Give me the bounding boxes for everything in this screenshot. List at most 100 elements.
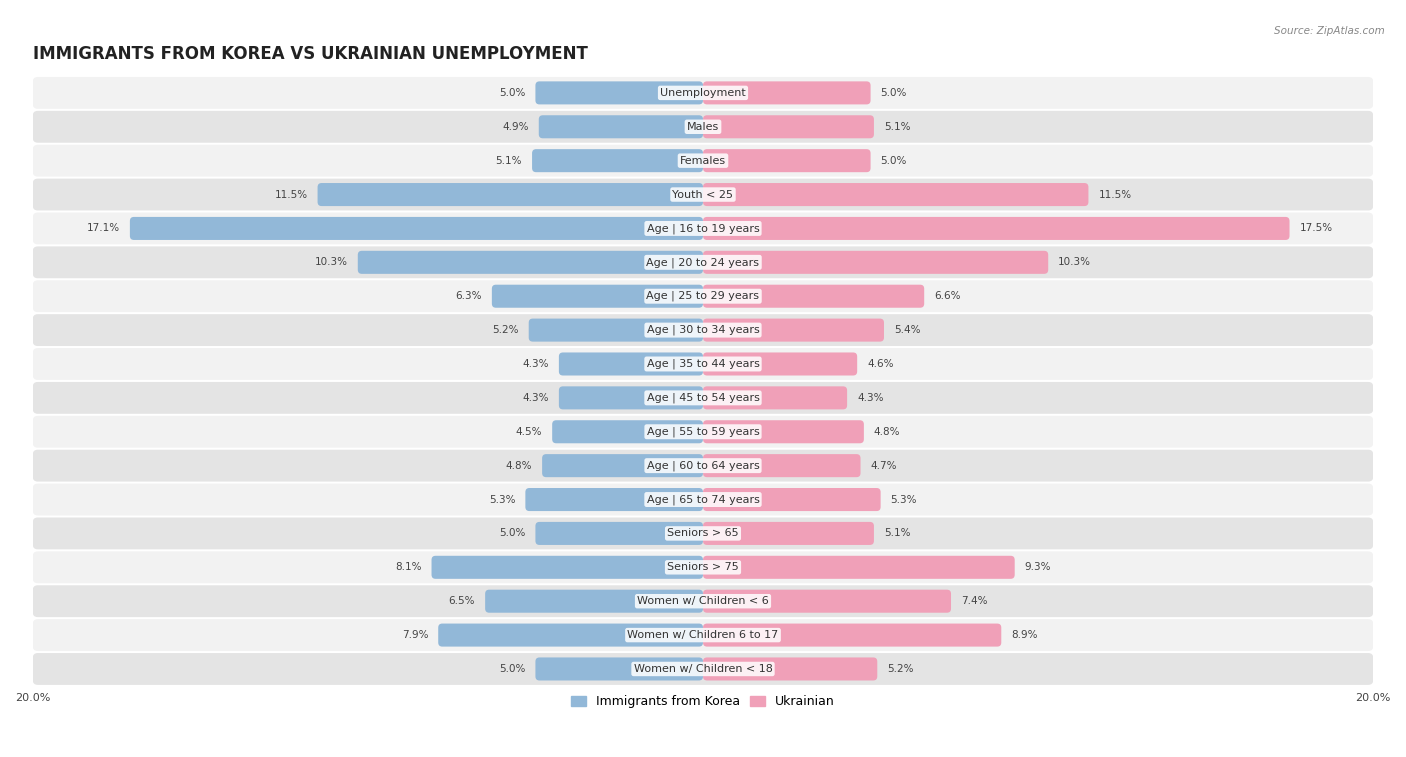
Text: Age | 25 to 29 years: Age | 25 to 29 years (647, 291, 759, 301)
FancyBboxPatch shape (492, 285, 703, 308)
FancyBboxPatch shape (703, 488, 880, 511)
Text: 4.5%: 4.5% (516, 427, 543, 437)
Text: Source: ZipAtlas.com: Source: ZipAtlas.com (1274, 26, 1385, 36)
Text: 5.2%: 5.2% (887, 664, 914, 674)
FancyBboxPatch shape (703, 353, 858, 375)
FancyBboxPatch shape (703, 183, 1088, 206)
FancyBboxPatch shape (32, 111, 1374, 143)
FancyBboxPatch shape (536, 81, 703, 104)
Text: 8.1%: 8.1% (395, 562, 422, 572)
Text: IMMIGRANTS FROM KOREA VS UKRAINIAN UNEMPLOYMENT: IMMIGRANTS FROM KOREA VS UKRAINIAN UNEMP… (32, 45, 588, 64)
FancyBboxPatch shape (703, 454, 860, 477)
FancyBboxPatch shape (703, 251, 1049, 274)
Text: 6.6%: 6.6% (934, 291, 960, 301)
FancyBboxPatch shape (32, 585, 1374, 617)
FancyBboxPatch shape (703, 149, 870, 172)
Text: 17.1%: 17.1% (87, 223, 120, 233)
Text: 6.3%: 6.3% (456, 291, 482, 301)
Text: Males: Males (688, 122, 718, 132)
Text: 11.5%: 11.5% (274, 189, 308, 200)
FancyBboxPatch shape (703, 556, 1015, 579)
Text: Women w/ Children < 18: Women w/ Children < 18 (634, 664, 772, 674)
Text: 5.1%: 5.1% (495, 156, 522, 166)
FancyBboxPatch shape (32, 551, 1374, 583)
FancyBboxPatch shape (32, 348, 1374, 380)
FancyBboxPatch shape (485, 590, 703, 612)
Text: 4.6%: 4.6% (868, 359, 894, 369)
FancyBboxPatch shape (32, 280, 1374, 312)
Text: 4.8%: 4.8% (506, 461, 531, 471)
FancyBboxPatch shape (32, 314, 1374, 346)
Text: Seniors > 65: Seniors > 65 (668, 528, 738, 538)
Text: 4.3%: 4.3% (522, 393, 548, 403)
Text: 4.8%: 4.8% (875, 427, 900, 437)
Text: Women w/ Children < 6: Women w/ Children < 6 (637, 597, 769, 606)
Text: 4.7%: 4.7% (870, 461, 897, 471)
Text: 5.2%: 5.2% (492, 325, 519, 335)
FancyBboxPatch shape (32, 179, 1374, 210)
FancyBboxPatch shape (357, 251, 703, 274)
FancyBboxPatch shape (703, 319, 884, 341)
Text: Youth < 25: Youth < 25 (672, 189, 734, 200)
FancyBboxPatch shape (32, 246, 1374, 279)
Text: 6.5%: 6.5% (449, 597, 475, 606)
FancyBboxPatch shape (432, 556, 703, 579)
FancyBboxPatch shape (529, 319, 703, 341)
FancyBboxPatch shape (536, 522, 703, 545)
Text: Age | 65 to 74 years: Age | 65 to 74 years (647, 494, 759, 505)
Text: 5.1%: 5.1% (884, 528, 911, 538)
Text: 4.3%: 4.3% (522, 359, 548, 369)
FancyBboxPatch shape (318, 183, 703, 206)
Text: Age | 16 to 19 years: Age | 16 to 19 years (647, 223, 759, 234)
Text: 5.0%: 5.0% (499, 528, 526, 538)
Legend: Immigrants from Korea, Ukrainian: Immigrants from Korea, Ukrainian (567, 690, 839, 713)
FancyBboxPatch shape (703, 420, 863, 444)
Text: 10.3%: 10.3% (1059, 257, 1091, 267)
Text: Age | 55 to 59 years: Age | 55 to 59 years (647, 426, 759, 437)
FancyBboxPatch shape (32, 619, 1374, 651)
FancyBboxPatch shape (439, 624, 703, 646)
Text: 5.0%: 5.0% (499, 88, 526, 98)
FancyBboxPatch shape (703, 657, 877, 681)
FancyBboxPatch shape (703, 386, 848, 410)
FancyBboxPatch shape (531, 149, 703, 172)
FancyBboxPatch shape (129, 217, 703, 240)
FancyBboxPatch shape (32, 484, 1374, 516)
FancyBboxPatch shape (32, 213, 1374, 245)
FancyBboxPatch shape (32, 416, 1374, 447)
FancyBboxPatch shape (536, 657, 703, 681)
FancyBboxPatch shape (558, 386, 703, 410)
FancyBboxPatch shape (32, 653, 1374, 685)
Text: Age | 35 to 44 years: Age | 35 to 44 years (647, 359, 759, 369)
FancyBboxPatch shape (553, 420, 703, 444)
FancyBboxPatch shape (703, 217, 1289, 240)
Text: 10.3%: 10.3% (315, 257, 347, 267)
Text: 5.3%: 5.3% (489, 494, 516, 504)
Text: 7.9%: 7.9% (402, 630, 429, 640)
Text: 5.0%: 5.0% (499, 664, 526, 674)
Text: 5.3%: 5.3% (890, 494, 917, 504)
Text: 17.5%: 17.5% (1299, 223, 1333, 233)
Text: Age | 20 to 24 years: Age | 20 to 24 years (647, 257, 759, 267)
FancyBboxPatch shape (703, 285, 924, 308)
FancyBboxPatch shape (703, 522, 875, 545)
Text: 5.0%: 5.0% (880, 156, 907, 166)
Text: Females: Females (681, 156, 725, 166)
FancyBboxPatch shape (538, 115, 703, 139)
Text: Unemployment: Unemployment (661, 88, 745, 98)
Text: 8.9%: 8.9% (1011, 630, 1038, 640)
Text: 4.3%: 4.3% (858, 393, 884, 403)
FancyBboxPatch shape (32, 450, 1374, 481)
FancyBboxPatch shape (543, 454, 703, 477)
FancyBboxPatch shape (32, 518, 1374, 550)
Text: 7.4%: 7.4% (962, 597, 987, 606)
Text: 4.9%: 4.9% (502, 122, 529, 132)
Text: 5.1%: 5.1% (884, 122, 911, 132)
Text: 9.3%: 9.3% (1025, 562, 1052, 572)
Text: Women w/ Children 6 to 17: Women w/ Children 6 to 17 (627, 630, 779, 640)
FancyBboxPatch shape (703, 81, 870, 104)
FancyBboxPatch shape (32, 145, 1374, 176)
FancyBboxPatch shape (703, 590, 950, 612)
FancyBboxPatch shape (703, 624, 1001, 646)
FancyBboxPatch shape (703, 115, 875, 139)
